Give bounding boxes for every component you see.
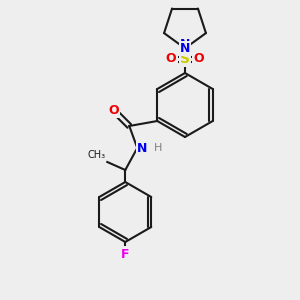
Text: O: O (166, 52, 176, 65)
Text: F: F (121, 248, 130, 260)
Text: H: H (154, 143, 163, 153)
Text: O: O (194, 52, 204, 65)
Text: CH₃: CH₃ (87, 150, 105, 160)
Text: O: O (108, 103, 119, 116)
Text: N: N (180, 38, 190, 52)
Text: N: N (137, 142, 148, 154)
Text: S: S (180, 52, 190, 66)
Text: N: N (180, 42, 190, 55)
